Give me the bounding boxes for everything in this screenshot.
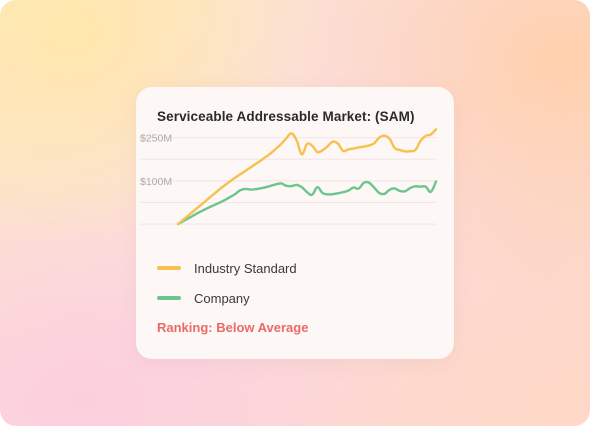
sam-card: Serviceable Addressable Market: (SAM) $2… bbox=[136, 87, 454, 359]
sam-line-chart: $250M $100M bbox=[140, 128, 438, 226]
legend-item-company: Company bbox=[157, 290, 250, 306]
card-title: Serviceable Addressable Market: (SAM) bbox=[157, 109, 415, 124]
legend-label-company: Company bbox=[194, 290, 250, 306]
legend-label-industry-standard: Industry Standard bbox=[194, 260, 297, 276]
series-line-company bbox=[176, 180, 438, 226]
legend-swatch-company bbox=[157, 296, 181, 300]
legend-item-industry-standard: Industry Standard bbox=[157, 260, 297, 276]
ranking-status: Ranking: Below Average bbox=[157, 320, 309, 335]
series-line-industry-standard bbox=[176, 128, 438, 226]
y-tick-label: $100M bbox=[140, 176, 172, 188]
y-tick-label: $250M bbox=[140, 133, 172, 145]
legend-swatch-industry-standard bbox=[157, 266, 181, 270]
